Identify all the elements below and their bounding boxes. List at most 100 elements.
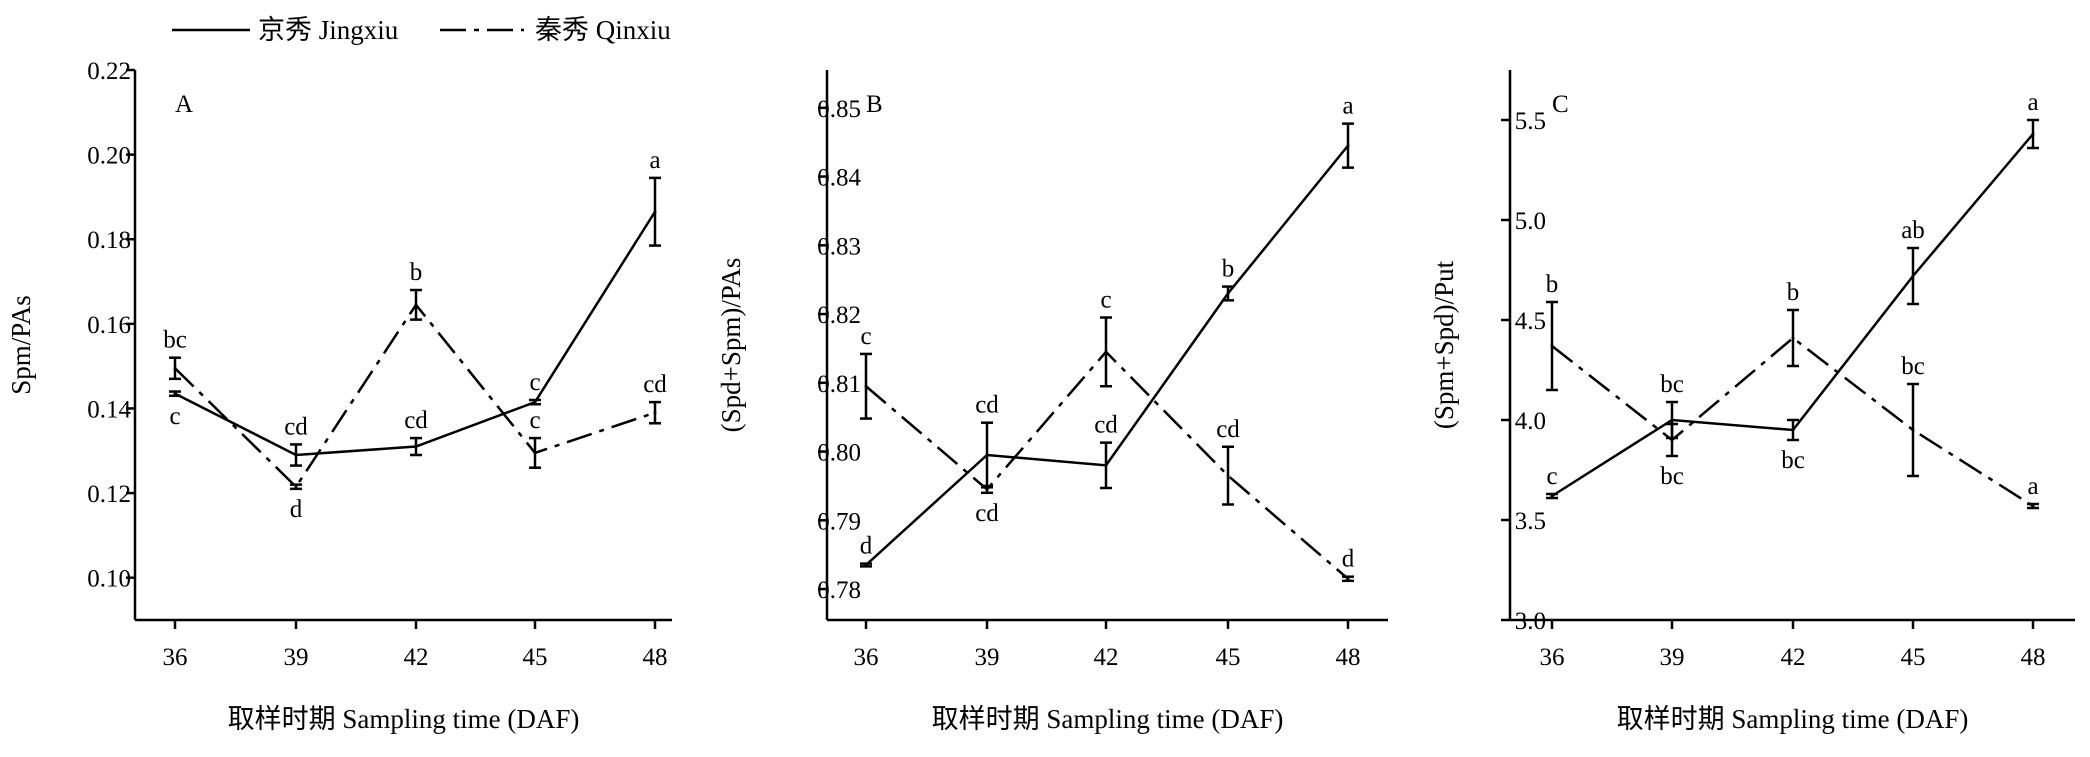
x-tick-label: 39: [284, 644, 309, 671]
y-tick-label: 0.10: [87, 566, 131, 593]
legend: 京秀 Jingxiu 秦秀 Qinxiu: [172, 15, 671, 45]
y-tick-label: 0.12: [87, 481, 131, 508]
significance-label: a: [1342, 93, 1353, 120]
data-point: [1226, 474, 1230, 478]
x-tick-label: 36: [163, 644, 188, 671]
series-line-qinxiu: [174, 302, 656, 489]
x-tick-label: 45: [1216, 644, 1241, 671]
x-tick-label: 39: [1660, 644, 1685, 671]
significance-label: b: [410, 259, 423, 286]
significance-label: a: [2027, 89, 2038, 116]
x-tick-label: 48: [643, 644, 668, 671]
significance-label: cd: [284, 413, 308, 440]
significance-label: b: [1546, 271, 1559, 298]
panel-letter: B: [866, 91, 883, 118]
y-tick-label: 0.82: [817, 302, 861, 329]
y-axis-title: (Spd+Spm)/PAs: [716, 258, 746, 433]
significance-label: c: [1546, 463, 1557, 490]
legend-label-jingxiu: 京秀 Jingxiu: [258, 15, 399, 45]
significance-label: c: [860, 323, 871, 350]
significance-label: c: [529, 369, 540, 396]
significance-label: ab: [1901, 217, 1925, 244]
x-tick-label: 36: [854, 644, 879, 671]
panel-letter: A: [175, 91, 193, 118]
x-tick-label: 48: [2021, 644, 2046, 671]
significance-label: cd: [643, 371, 667, 398]
data-point: [2031, 132, 2035, 136]
data-point: [1104, 350, 1108, 354]
significance-label: d: [860, 533, 873, 560]
significance-label: c: [529, 407, 540, 434]
significance-label: bc: [1660, 371, 1684, 398]
y-tick-label: 0.78: [817, 577, 861, 604]
data-point: [653, 210, 657, 214]
x-axis-title: 取样时期 Sampling time (DAF): [1617, 704, 1969, 734]
x-tick-label: 45: [1901, 644, 1926, 671]
y-tick-label: 0.16: [87, 312, 131, 339]
x-tick-label: 42: [1781, 644, 1806, 671]
data-point: [1791, 428, 1795, 432]
significance-label: a: [2027, 473, 2038, 500]
data-point: [1911, 274, 1915, 278]
data-point: [1911, 428, 1915, 432]
y-axis-title: Spm/PAs: [6, 295, 36, 395]
significance-label: cd: [1094, 412, 1118, 439]
series-line-qinxiu: [1551, 336, 2034, 508]
data-point: [173, 366, 177, 370]
data-point: [414, 445, 418, 449]
significance-label: cd: [975, 392, 999, 419]
data-point: [1550, 344, 1554, 348]
x-tick-label: 42: [404, 644, 429, 671]
significance-label: bc: [163, 327, 187, 354]
significance-label: bc: [1781, 447, 1805, 474]
chart-panel-a: 0.10 0.12 0.14 0.16 0.18 0.20 0.22 36 39 42 45 48 取样…: [6, 58, 672, 734]
data-point: [1670, 438, 1674, 442]
significance-label: c: [1100, 287, 1111, 314]
y-tick-label: 0.85: [817, 96, 861, 123]
significance-label: cd: [975, 500, 999, 527]
significance-label: bc: [1901, 353, 1925, 380]
y-tick-label: 4.5: [1515, 308, 1546, 335]
data-point: [1226, 291, 1230, 295]
data-point: [653, 411, 657, 415]
significance-label: bc: [1660, 463, 1684, 490]
chart-panel-b: 0.78 0.79 0.80 0.81 0.82 0.83 0.84 0.85 36 39 42 45…: [716, 70, 1388, 734]
significance-label: cd: [1216, 416, 1240, 443]
significance-label: c: [169, 403, 180, 430]
data-point: [414, 303, 418, 307]
data-point: [294, 485, 298, 489]
x-tick-label: 42: [1094, 644, 1119, 671]
data-point: [2031, 504, 2035, 508]
significance-label: d: [1342, 546, 1355, 573]
data-point: [985, 453, 989, 457]
y-tick-label: 0.14: [87, 396, 131, 423]
data-point: [1550, 494, 1554, 498]
y-tick-label: 5.0: [1515, 208, 1546, 235]
legend-label-qinxiu: 秦秀 Qinxiu: [535, 15, 671, 45]
data-point: [1104, 463, 1108, 467]
panel-letter: C: [1552, 91, 1569, 118]
data-point: [1791, 336, 1795, 340]
y-tick-label: 3.5: [1515, 508, 1546, 535]
x-tick-label: 36: [1540, 644, 1565, 671]
x-tick-label: 48: [1336, 644, 1361, 671]
y-tick-label: 0.18: [87, 227, 131, 254]
y-axis-title: (Spm+Spd)/Put: [1429, 260, 1459, 429]
y-tick-label: 4.0: [1515, 408, 1546, 435]
y-tick-label: 5.5: [1515, 108, 1546, 135]
x-axis-title: 取样时期 Sampling time (DAF): [932, 704, 1284, 734]
y-tick-label: 0.83: [817, 233, 861, 260]
data-point: [294, 453, 298, 457]
y-tick-label: 0.79: [817, 508, 861, 535]
y-tick-label: 0.80: [817, 440, 861, 467]
data-point: [1670, 418, 1674, 422]
data-point: [173, 392, 177, 396]
data-point: [864, 384, 868, 388]
y-tick-label: 0.22: [87, 58, 131, 85]
data-point: [1346, 144, 1350, 148]
data-point: [985, 487, 989, 491]
significance-label: cd: [404, 407, 428, 434]
x-axis-title: 取样时期 Sampling time (DAF): [228, 704, 580, 734]
y-tick-label: 0.20: [87, 143, 131, 170]
